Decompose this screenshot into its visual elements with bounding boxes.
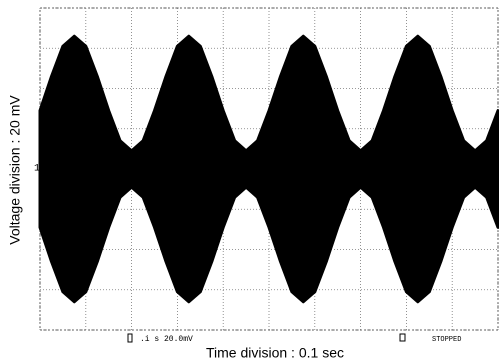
status-scale: .i s 20.0mV bbox=[140, 335, 193, 344]
status-state: STOPPED bbox=[432, 336, 461, 344]
chart: Voltage division : 20 mV Time division :… bbox=[0, 0, 499, 363]
status-box bbox=[128, 334, 132, 342]
status-box bbox=[400, 334, 405, 341]
x-axis-label: Time division : 0.1 sec bbox=[206, 345, 344, 361]
signal-envelope bbox=[40, 36, 498, 302]
y-axis-label: Voltage division : 20 mV bbox=[7, 95, 23, 245]
